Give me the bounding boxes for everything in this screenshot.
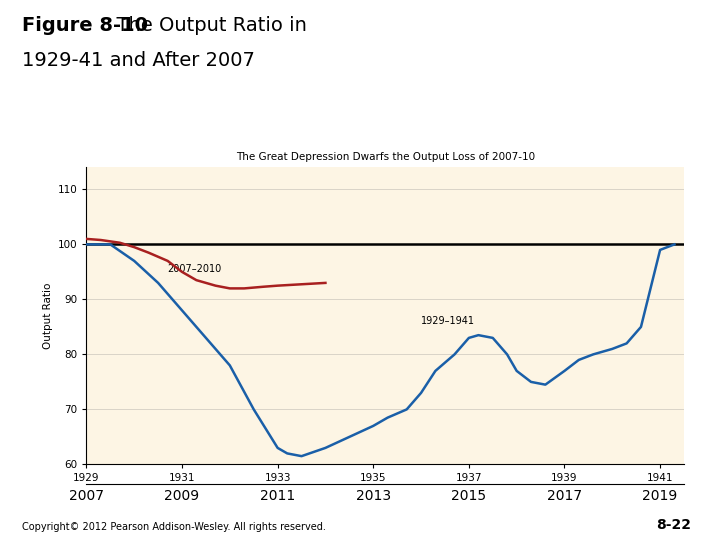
Text: Figure 8-10: Figure 8-10 — [22, 16, 148, 35]
Y-axis label: Output Ratio: Output Ratio — [43, 283, 53, 349]
Text: 2007–2010: 2007–2010 — [168, 264, 222, 274]
Text: The Output Ratio in: The Output Ratio in — [104, 16, 307, 35]
Text: Copyright© 2012 Pearson Addison-Wesley. All rights reserved.: Copyright© 2012 Pearson Addison-Wesley. … — [22, 522, 325, 532]
Text: 1929–1941: 1929–1941 — [421, 316, 475, 326]
Text: 8-22: 8-22 — [656, 518, 691, 532]
Title: The Great Depression Dwarfs the Output Loss of 2007-10: The Great Depression Dwarfs the Output L… — [235, 152, 535, 163]
Text: 1929-41 and After 2007: 1929-41 and After 2007 — [22, 51, 254, 70]
